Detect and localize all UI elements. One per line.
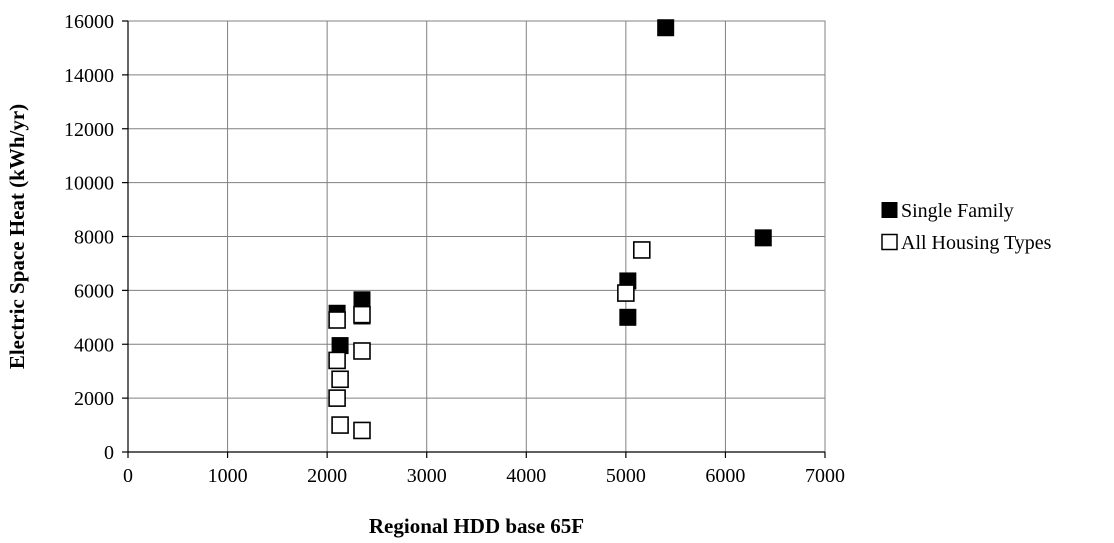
y-tick-label: 6000 xyxy=(74,280,114,302)
y-tick-label: 8000 xyxy=(74,227,114,249)
point-all-housing-types xyxy=(353,342,371,360)
point-all-housing-types xyxy=(353,421,371,440)
y-axis-title: Electric Space Heat (kWh/yr) xyxy=(5,104,29,369)
point-all-housing-types xyxy=(617,284,635,302)
x-tick-label: 1000 xyxy=(208,465,248,487)
point-single-family xyxy=(331,337,349,355)
legend-label-single-family: Single Family xyxy=(901,200,1014,222)
x-axis-title: Regional HDD base 65F xyxy=(369,514,584,538)
x-tick-label: 2000 xyxy=(307,465,347,487)
point-all-housing-types xyxy=(328,311,346,329)
grid-lines xyxy=(128,20,826,452)
point-all-housing-types xyxy=(331,370,349,389)
x-tick-label: 4000 xyxy=(506,465,546,487)
legend-marker-single-family xyxy=(881,202,898,218)
axes xyxy=(122,20,826,458)
point-single-family xyxy=(619,308,637,326)
point-all-housing-types xyxy=(331,416,349,434)
legend: Single Family All Housing Types xyxy=(881,200,1052,254)
x-tick-label: 5000 xyxy=(606,465,646,487)
point-single-family xyxy=(754,229,772,247)
y-tick-label: 10000 xyxy=(64,173,114,195)
point-all-housing-types xyxy=(328,389,346,407)
tick-labels: 0 1000 2000 3000 4000 5000 6000 7000 0 2000 4000 60… xyxy=(64,11,845,487)
legend-label-all-housing-types: All Housing Types xyxy=(901,232,1052,254)
x-tick-label: 0 xyxy=(123,465,133,487)
point-all-housing-types xyxy=(328,351,346,370)
data-points xyxy=(328,19,772,440)
x-tick-label: 7000 xyxy=(805,465,845,487)
x-tick-label: 3000 xyxy=(407,465,447,487)
y-tick-label: 0 xyxy=(104,442,114,464)
y-tick-label: 4000 xyxy=(74,334,114,356)
point-single-family xyxy=(353,291,371,309)
point-all-housing-types xyxy=(353,305,371,324)
point-single-family xyxy=(657,19,675,37)
point-all-housing-types xyxy=(632,241,651,259)
y-tick-label: 16000 xyxy=(64,11,114,33)
y-tick-label: 12000 xyxy=(64,119,114,141)
x-tick-label: 6000 xyxy=(705,465,745,487)
y-tick-label: 14000 xyxy=(64,65,114,87)
y-tick-label: 2000 xyxy=(74,388,114,410)
legend-marker-all-housing-types xyxy=(881,233,898,251)
